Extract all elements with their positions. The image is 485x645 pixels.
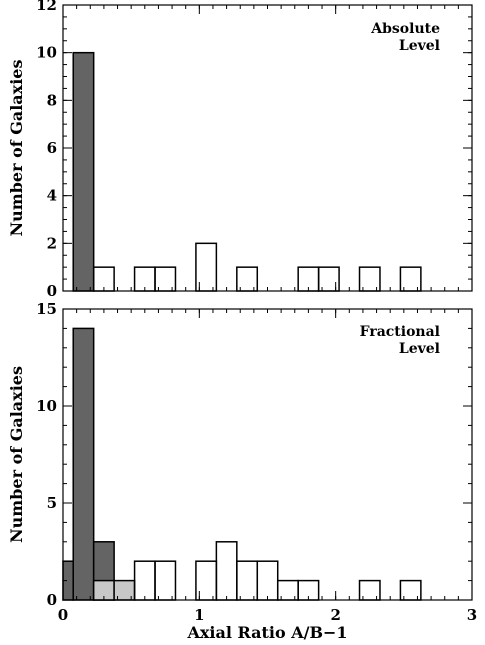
histogram-bar xyxy=(133,560,156,601)
x-tick-label: 2 xyxy=(330,606,340,624)
x-tick-label: 1 xyxy=(194,606,204,624)
histogram-bar xyxy=(215,541,238,601)
bottom-panel-annotation-line2: Level xyxy=(399,341,440,357)
y-tick-label: 8 xyxy=(47,91,57,109)
y-tick-label: 10 xyxy=(36,397,57,415)
y-tick-label: 10 xyxy=(36,44,57,62)
y-tick-label: 4 xyxy=(47,187,57,205)
bottom-panel-annotation-line1: Fractional xyxy=(360,324,440,340)
x-tick-label: 0 xyxy=(58,606,68,624)
top-panel: 0 2 4 6 8 10 12 Absolute Level Number of Galax… xyxy=(7,0,473,300)
bottom-panel-y-axis-label: Number of Galaxies xyxy=(7,366,26,543)
y-tick-label: 5 xyxy=(47,494,57,512)
histogram-bar xyxy=(72,327,95,601)
top-panel-y-axis-label: Number of Galaxies xyxy=(7,60,26,237)
histogram-bar xyxy=(72,51,95,292)
histogram-bar xyxy=(154,560,177,601)
bottom-panel-ticks: 0 5 10 15 0 1 2 3 xyxy=(36,300,477,624)
top-panel-ticks: 0 2 4 6 8 10 12 xyxy=(36,0,473,300)
histogram-bar xyxy=(256,560,279,601)
x-axis-label: Axial Ratio A/B−1 xyxy=(186,623,347,642)
y-tick-label: 15 xyxy=(36,300,57,318)
y-tick-label: 12 xyxy=(36,0,57,14)
y-tick-label: 2 xyxy=(47,234,57,252)
y-tick-label: 0 xyxy=(47,282,57,300)
x-tick-label: 3 xyxy=(467,606,477,624)
top-panel-annotation-line2: Level xyxy=(399,38,440,54)
bottom-panel: 0 5 10 15 0 1 2 3 Fractional Level Number of Ga… xyxy=(7,300,477,642)
top-panel-bars xyxy=(72,51,422,292)
y-tick-label: 6 xyxy=(47,139,57,157)
top-panel-annotation-line1: Absolute xyxy=(370,21,440,37)
histogram-bar xyxy=(236,560,259,601)
y-tick-label: 0 xyxy=(47,591,57,609)
bottom-panel-bars xyxy=(62,327,422,601)
